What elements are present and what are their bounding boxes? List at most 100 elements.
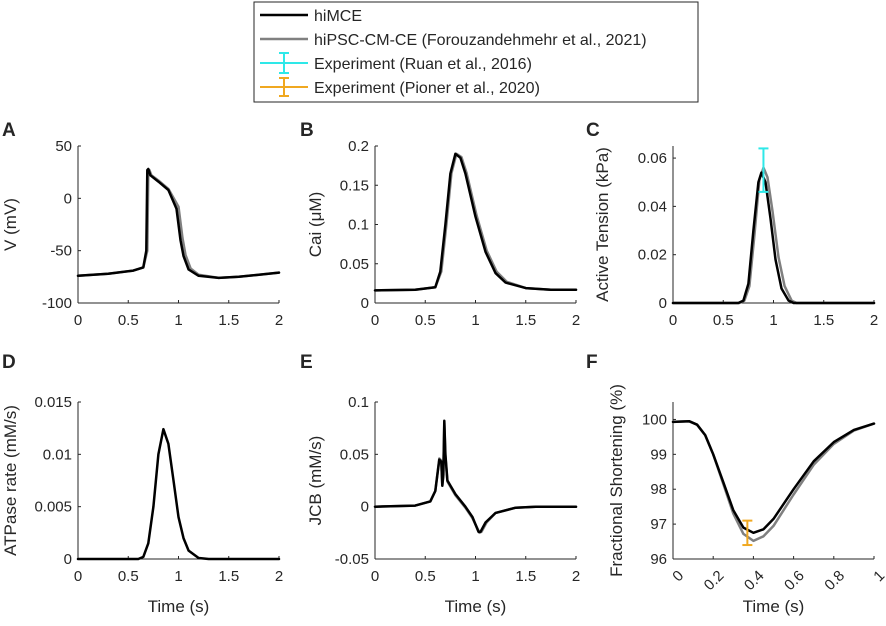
x-tick-label: 0 bbox=[669, 567, 687, 585]
y-tick-label: -50 bbox=[50, 243, 72, 260]
x-tick-label: 1 bbox=[870, 567, 886, 585]
y-tick-label: 97 bbox=[650, 516, 667, 533]
legend-entry-pioner: Experiment (Pioner et al., 2020) bbox=[260, 77, 540, 97]
x-tick-label: 1.5 bbox=[515, 568, 536, 585]
x-tick-label: 2 bbox=[572, 568, 580, 585]
x-tick-label: 0.4 bbox=[741, 567, 768, 594]
x-tick-label: 1 bbox=[174, 312, 182, 329]
y-tick-label: 0.04 bbox=[638, 198, 667, 215]
legend-box bbox=[253, 1, 699, 103]
y-tick-label: 0.2 bbox=[348, 138, 369, 155]
panel-letter: E bbox=[300, 352, 313, 373]
y-tick-label: 0.15 bbox=[340, 177, 369, 194]
panel-f: 0 0.2 0.4 0.6 0.8 1 96 97 98 99 100 Fractional Shor… bbox=[586, 352, 886, 616]
x-tick-label: 1.5 bbox=[218, 568, 239, 585]
x-axis-label: Time (s) bbox=[148, 597, 210, 616]
series-line-himce bbox=[76, 167, 281, 280]
x-tick-label: 2 bbox=[870, 312, 878, 329]
y-tick-label: -100 bbox=[42, 295, 72, 312]
x-tick-label: 1.5 bbox=[813, 312, 834, 329]
x-tick-label: 0.5 bbox=[118, 312, 139, 329]
y-tick-label: 0 bbox=[361, 295, 369, 312]
y-tick-label: 0 bbox=[64, 551, 72, 568]
x-tick-label: 2 bbox=[275, 568, 283, 585]
legend: hiMCE hiPSC-CM-CE (Forouzandehmehr et al… bbox=[253, 1, 699, 103]
legend-label-ruan: Experiment (Ruan et al., 2016) bbox=[314, 56, 532, 73]
y-tick-label: 0 bbox=[659, 295, 667, 312]
x-tick-label: 2 bbox=[275, 312, 283, 329]
panel-d: 0 0.5 1 1.5 2 0 0.005 0.01 0.015 ATPase rate (mM/… bbox=[1, 352, 283, 616]
x-tick-label: 1 bbox=[471, 568, 479, 585]
x-tick-label: 0 bbox=[371, 568, 379, 585]
y-tick-label: 100 bbox=[642, 411, 667, 428]
series-line-hipsc bbox=[671, 419, 876, 543]
x-axis-label: Time (s) bbox=[445, 597, 507, 616]
x-tick-label: 0 bbox=[669, 312, 677, 329]
x-tick-label: 0 bbox=[74, 312, 82, 329]
error-bar bbox=[758, 147, 769, 193]
y-axis-label: Fractional Shortening (%) bbox=[607, 384, 626, 577]
y-tick-label: 0.01 bbox=[43, 446, 72, 463]
panel-letter: B bbox=[300, 120, 314, 141]
x-tick-label: 2 bbox=[572, 312, 580, 329]
x-axis-label: Time (s) bbox=[743, 597, 805, 616]
series-line-himce bbox=[373, 419, 578, 534]
y-tick-label: 0.015 bbox=[34, 394, 72, 411]
panel-a: 0 0.5 1 1.5 2 -100 -50 0 50 V (mV) A bbox=[1, 120, 283, 329]
x-tick-label: 0.5 bbox=[415, 568, 436, 585]
y-tick-label: -0.05 bbox=[335, 551, 369, 568]
x-tick-label: 1 bbox=[471, 312, 479, 329]
y-tick-label: 0.02 bbox=[638, 247, 667, 264]
series-line-himce bbox=[671, 171, 876, 305]
y-tick-label: 0.05 bbox=[340, 256, 369, 273]
y-axis-label: V (mV) bbox=[1, 198, 20, 251]
series-line-himce bbox=[671, 419, 876, 535]
panel-letter: A bbox=[2, 120, 16, 141]
x-tick-label: 1 bbox=[769, 312, 777, 329]
x-tick-label: 0.5 bbox=[713, 312, 734, 329]
y-tick-label: 0.06 bbox=[638, 150, 667, 167]
x-tick-label: 0 bbox=[74, 568, 82, 585]
legend-label-hipsc: hiPSC-CM-CE (Forouzandehmehr et al., 202… bbox=[314, 32, 647, 49]
panel-letter: D bbox=[2, 352, 16, 373]
panel-b: 0 0.5 1 1.5 2 0 0.05 0.1 0.15 0.2 Cai (μM) B bbox=[300, 120, 580, 329]
x-tick-label: 0.5 bbox=[118, 568, 139, 585]
error-bar bbox=[742, 519, 753, 547]
y-tick-label: 0 bbox=[361, 499, 369, 516]
x-tick-label: 1 bbox=[174, 568, 182, 585]
panel-letter: C bbox=[586, 120, 600, 141]
y-tick-label: 0.1 bbox=[348, 217, 369, 234]
x-tick-label: 1.5 bbox=[515, 312, 536, 329]
y-axis-label: ATPase rate (mM/s) bbox=[1, 405, 20, 556]
series-line-himce bbox=[373, 152, 578, 292]
legend-label-pioner: Experiment (Pioner et al., 2020) bbox=[314, 80, 540, 97]
x-tick-label: 0.8 bbox=[821, 567, 848, 594]
y-axis-label: Cai (μM) bbox=[306, 192, 325, 258]
y-tick-label: 50 bbox=[55, 138, 72, 155]
chart-panels: 0 0.5 1 1.5 2 -100 -50 0 50 V (mV) A 0 0.5 1 1.5 2 0 0.05… bbox=[1, 120, 886, 616]
series-line-hipsc bbox=[373, 421, 578, 535]
y-tick-label: 0 bbox=[64, 190, 72, 207]
legend-entry-ruan: Experiment (Ruan et al., 2016) bbox=[260, 52, 532, 74]
y-tick-label: 96 bbox=[650, 551, 667, 568]
y-axis-label: JCB (mM/s) bbox=[306, 436, 325, 526]
x-tick-label: 0.6 bbox=[781, 567, 808, 594]
x-tick-label: 0.5 bbox=[415, 312, 436, 329]
legend-entry-hipsc: hiPSC-CM-CE (Forouzandehmehr et al., 202… bbox=[260, 32, 647, 49]
panel-letter: F bbox=[586, 352, 598, 373]
panel-c: 0 0.5 1 1.5 2 0 0.02 0.04 0.06 Active Tension (kP… bbox=[586, 120, 878, 329]
y-tick-label: 0.005 bbox=[34, 499, 72, 516]
x-tick-label: 0 bbox=[371, 312, 379, 329]
x-tick-label: 0.2 bbox=[701, 567, 728, 594]
x-tick-label: 1.5 bbox=[218, 312, 239, 329]
legend-entry-himce: hiMCE bbox=[260, 8, 362, 25]
series-line-hipsc bbox=[373, 152, 578, 292]
y-tick-label: 0.1 bbox=[348, 394, 369, 411]
y-tick-label: 0.05 bbox=[340, 446, 369, 463]
y-tick-label: 99 bbox=[650, 446, 667, 463]
y-tick-label: 98 bbox=[650, 481, 667, 498]
y-axis-label: Active Tension (kPa) bbox=[593, 147, 612, 302]
legend-label-himce: hiMCE bbox=[314, 8, 362, 25]
